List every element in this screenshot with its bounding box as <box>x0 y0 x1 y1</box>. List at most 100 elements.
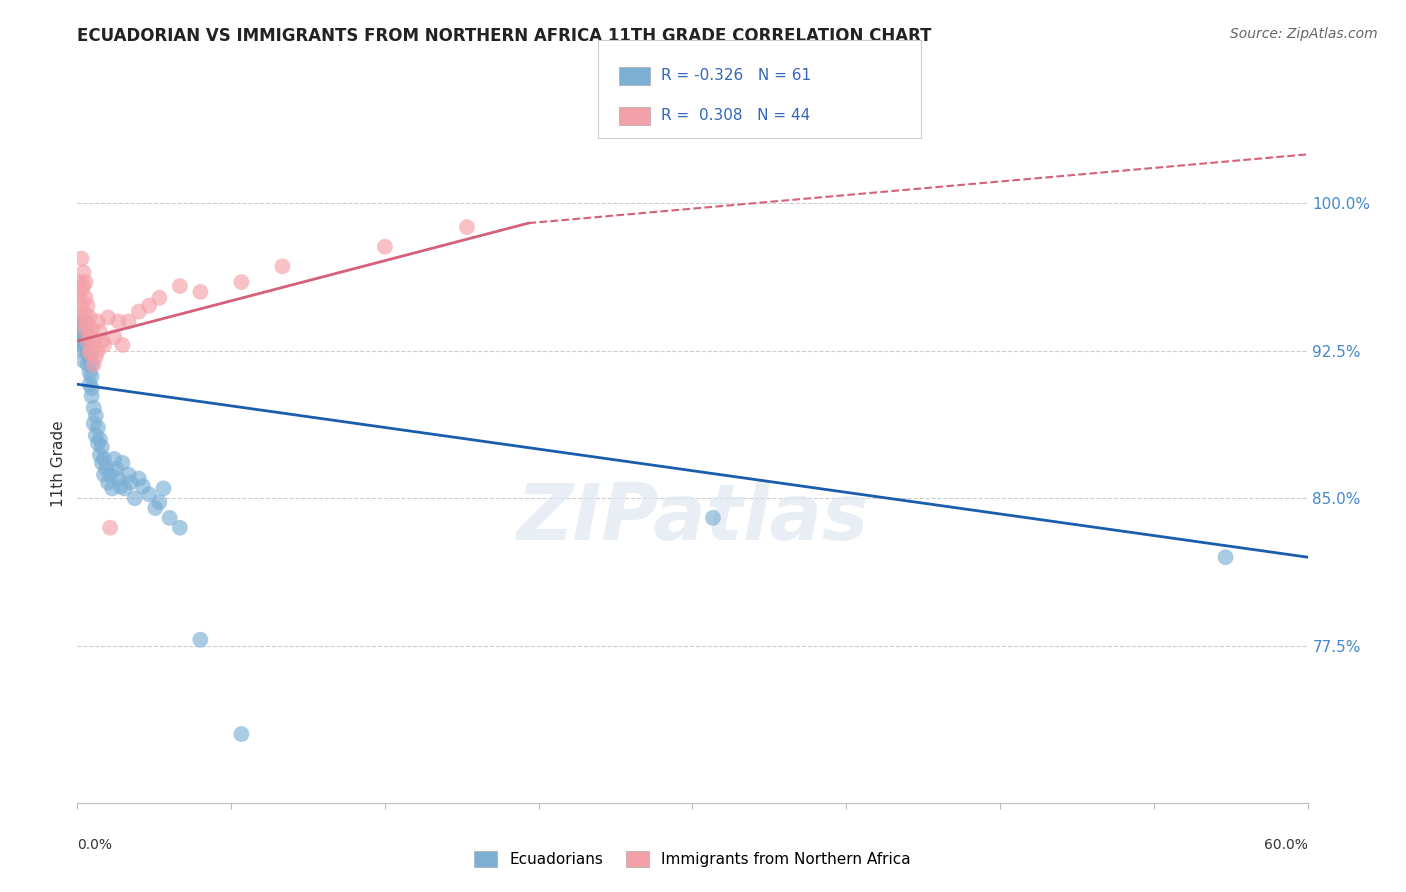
Point <box>702 511 724 525</box>
Text: R = -0.326   N = 61: R = -0.326 N = 61 <box>661 69 811 83</box>
Point <box>84 428 107 442</box>
Point <box>114 482 136 496</box>
Point <box>103 330 125 344</box>
Point <box>111 456 134 470</box>
Point <box>83 401 105 415</box>
Point <box>80 343 103 358</box>
Point <box>75 324 97 338</box>
Point <box>84 409 107 423</box>
Point <box>110 479 132 493</box>
Point <box>148 495 170 509</box>
Point <box>72 343 94 358</box>
Point <box>1215 550 1237 565</box>
Point <box>76 334 98 348</box>
Point <box>98 521 121 535</box>
Point <box>80 358 103 372</box>
Point <box>87 343 110 358</box>
Point <box>79 346 101 360</box>
Point <box>89 324 111 338</box>
Point <box>159 511 181 525</box>
Point <box>188 632 212 647</box>
Point <box>72 265 94 279</box>
Point <box>80 322 103 336</box>
Point <box>89 448 111 462</box>
Point <box>76 318 98 333</box>
Text: ECUADORIAN VS IMMIGRANTS FROM NORTHERN AFRICA 11TH GRADE CORRELATION CHART: ECUADORIAN VS IMMIGRANTS FROM NORTHERN A… <box>77 27 932 45</box>
Text: 60.0%: 60.0% <box>1264 838 1308 852</box>
Legend: Ecuadorians, Immigrants from Northern Africa: Ecuadorians, Immigrants from Northern Af… <box>468 845 917 873</box>
Point <box>79 350 101 364</box>
Point <box>67 291 90 305</box>
Point <box>93 467 115 482</box>
Point <box>76 334 98 348</box>
Point <box>80 381 103 395</box>
Point <box>67 306 90 320</box>
Text: Source: ZipAtlas.com: Source: ZipAtlas.com <box>1230 27 1378 41</box>
Point <box>67 318 90 333</box>
Point <box>70 324 93 338</box>
Point <box>103 451 125 466</box>
Point <box>72 279 94 293</box>
Point <box>97 310 120 325</box>
Point <box>70 283 93 297</box>
Point <box>152 482 174 496</box>
Y-axis label: 11th Grade: 11th Grade <box>51 420 66 508</box>
Point <box>84 350 107 364</box>
Point <box>128 472 150 486</box>
Point <box>111 338 134 352</box>
Point <box>83 334 105 348</box>
Point <box>90 334 114 348</box>
Text: ZIPatlas: ZIPatlas <box>516 480 869 556</box>
Point <box>138 299 160 313</box>
Point <box>70 338 93 352</box>
Point <box>117 467 139 482</box>
Point <box>75 275 97 289</box>
Point <box>79 330 101 344</box>
Point <box>101 482 124 496</box>
Point <box>76 342 98 356</box>
Point <box>120 475 142 490</box>
Point <box>97 475 120 490</box>
Point <box>79 377 101 392</box>
Point <box>83 417 105 431</box>
Point <box>72 322 94 336</box>
Point <box>75 338 97 352</box>
Point <box>98 467 121 482</box>
Point <box>374 240 396 254</box>
Point <box>87 436 110 450</box>
Point <box>169 279 191 293</box>
Point <box>107 314 129 328</box>
Point <box>107 472 129 486</box>
Point <box>83 358 105 372</box>
Point <box>72 353 94 368</box>
Point <box>169 521 191 535</box>
Point <box>188 285 212 299</box>
Point <box>143 501 166 516</box>
Point <box>75 291 97 305</box>
Point <box>90 456 114 470</box>
Point <box>87 420 110 434</box>
Point <box>80 369 103 384</box>
Point <box>75 314 97 328</box>
Point <box>231 727 253 741</box>
Point <box>72 330 94 344</box>
Point <box>76 299 98 313</box>
Point <box>76 358 98 372</box>
Point <box>456 220 478 235</box>
Point <box>132 479 155 493</box>
Point <box>70 314 93 328</box>
Point <box>90 440 114 454</box>
Point <box>93 451 115 466</box>
Point <box>89 432 111 446</box>
Point <box>72 314 94 328</box>
Point <box>117 314 139 328</box>
Point <box>79 353 101 368</box>
Point <box>105 462 128 476</box>
Point <box>76 346 98 360</box>
Text: R =  0.308   N = 44: R = 0.308 N = 44 <box>661 109 810 123</box>
Text: 0.0%: 0.0% <box>77 838 112 852</box>
Point <box>75 322 97 336</box>
Point <box>80 389 103 403</box>
Point <box>67 334 90 348</box>
Point <box>138 487 160 501</box>
